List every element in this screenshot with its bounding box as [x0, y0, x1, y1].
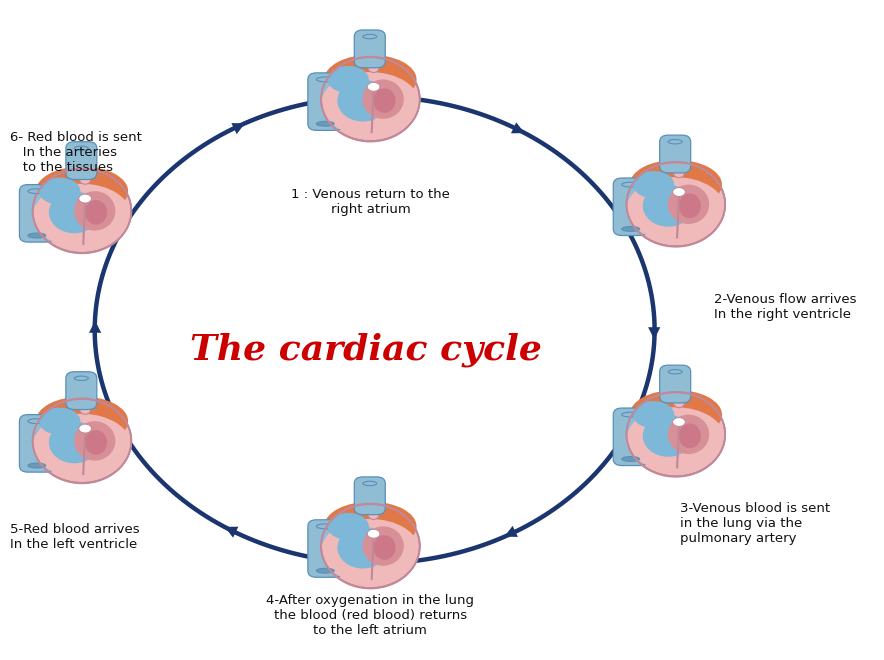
Ellipse shape: [362, 34, 377, 39]
Ellipse shape: [621, 182, 639, 187]
Ellipse shape: [362, 79, 404, 119]
Ellipse shape: [74, 376, 88, 380]
Ellipse shape: [633, 401, 674, 428]
Ellipse shape: [36, 166, 128, 216]
Ellipse shape: [324, 55, 416, 104]
Ellipse shape: [321, 57, 420, 141]
Ellipse shape: [74, 146, 88, 150]
Ellipse shape: [33, 399, 132, 483]
Ellipse shape: [33, 169, 132, 253]
FancyBboxPatch shape: [19, 185, 54, 242]
FancyBboxPatch shape: [659, 135, 690, 173]
FancyBboxPatch shape: [66, 372, 97, 409]
FancyBboxPatch shape: [354, 30, 385, 68]
Ellipse shape: [327, 66, 369, 93]
Ellipse shape: [49, 422, 100, 463]
Text: 2-Venous flow arrives
In the right ventricle: 2-Venous flow arrives In the right ventr…: [714, 293, 857, 321]
Ellipse shape: [643, 415, 694, 457]
Ellipse shape: [28, 233, 46, 238]
Ellipse shape: [338, 527, 388, 568]
Text: 5-Red blood arrives
In the left ventricle: 5-Red blood arrives In the left ventricl…: [10, 523, 140, 551]
Ellipse shape: [39, 178, 80, 205]
Ellipse shape: [49, 191, 100, 233]
Ellipse shape: [621, 412, 639, 417]
FancyBboxPatch shape: [354, 477, 385, 515]
Ellipse shape: [668, 370, 682, 374]
Ellipse shape: [362, 526, 404, 566]
FancyBboxPatch shape: [613, 408, 648, 465]
Ellipse shape: [679, 424, 701, 448]
Text: 6- Red blood is sent
   In the arteries
   to the tissues: 6- Red blood is sent In the arteries to …: [10, 131, 141, 174]
FancyBboxPatch shape: [308, 520, 343, 578]
Ellipse shape: [85, 200, 107, 224]
Ellipse shape: [316, 121, 334, 126]
FancyBboxPatch shape: [613, 178, 648, 236]
Ellipse shape: [39, 408, 80, 435]
Ellipse shape: [673, 187, 685, 197]
Ellipse shape: [79, 194, 92, 203]
Ellipse shape: [36, 397, 128, 446]
Ellipse shape: [627, 393, 725, 477]
Ellipse shape: [668, 414, 709, 454]
Ellipse shape: [316, 77, 334, 82]
FancyBboxPatch shape: [308, 73, 343, 131]
Ellipse shape: [627, 177, 725, 242]
Ellipse shape: [629, 390, 722, 440]
Ellipse shape: [368, 61, 379, 73]
Ellipse shape: [668, 185, 709, 224]
Ellipse shape: [327, 513, 369, 540]
Ellipse shape: [324, 502, 416, 551]
Ellipse shape: [321, 72, 420, 136]
Ellipse shape: [674, 167, 685, 178]
Ellipse shape: [79, 424, 92, 433]
Ellipse shape: [33, 183, 132, 248]
Ellipse shape: [627, 162, 725, 246]
Ellipse shape: [627, 407, 725, 471]
Ellipse shape: [85, 430, 107, 455]
Ellipse shape: [643, 185, 694, 227]
Ellipse shape: [674, 397, 685, 408]
Ellipse shape: [362, 481, 377, 486]
Ellipse shape: [316, 568, 334, 573]
Ellipse shape: [633, 171, 674, 198]
FancyBboxPatch shape: [659, 365, 690, 403]
Text: 1 : Venous return to the
right atrium: 1 : Venous return to the right atrium: [291, 188, 450, 216]
Ellipse shape: [368, 509, 379, 519]
FancyBboxPatch shape: [19, 414, 54, 472]
Ellipse shape: [28, 463, 46, 468]
Ellipse shape: [28, 419, 46, 424]
Ellipse shape: [367, 82, 380, 91]
Ellipse shape: [74, 421, 116, 461]
Ellipse shape: [28, 189, 46, 193]
Ellipse shape: [373, 535, 395, 560]
Ellipse shape: [321, 519, 420, 583]
Ellipse shape: [338, 80, 388, 121]
Ellipse shape: [316, 524, 334, 529]
Ellipse shape: [621, 457, 639, 461]
Ellipse shape: [679, 193, 701, 218]
Ellipse shape: [80, 174, 91, 184]
Text: 4-After oxygenation in the lung
the blood (red blood) returns
to the left atrium: 4-After oxygenation in the lung the bloo…: [266, 595, 475, 638]
Ellipse shape: [621, 226, 639, 232]
Ellipse shape: [80, 403, 91, 414]
FancyBboxPatch shape: [66, 142, 97, 180]
Ellipse shape: [668, 139, 682, 144]
Ellipse shape: [367, 529, 380, 538]
Text: The cardiac cycle: The cardiac cycle: [190, 333, 542, 367]
Ellipse shape: [33, 414, 132, 478]
Ellipse shape: [321, 504, 420, 588]
Ellipse shape: [373, 88, 395, 113]
Ellipse shape: [74, 191, 116, 230]
Ellipse shape: [673, 418, 685, 426]
Ellipse shape: [629, 160, 722, 209]
Text: 3-Venous blood is sent
in the lung via the
pulmonary artery: 3-Venous blood is sent in the lung via t…: [680, 502, 830, 545]
